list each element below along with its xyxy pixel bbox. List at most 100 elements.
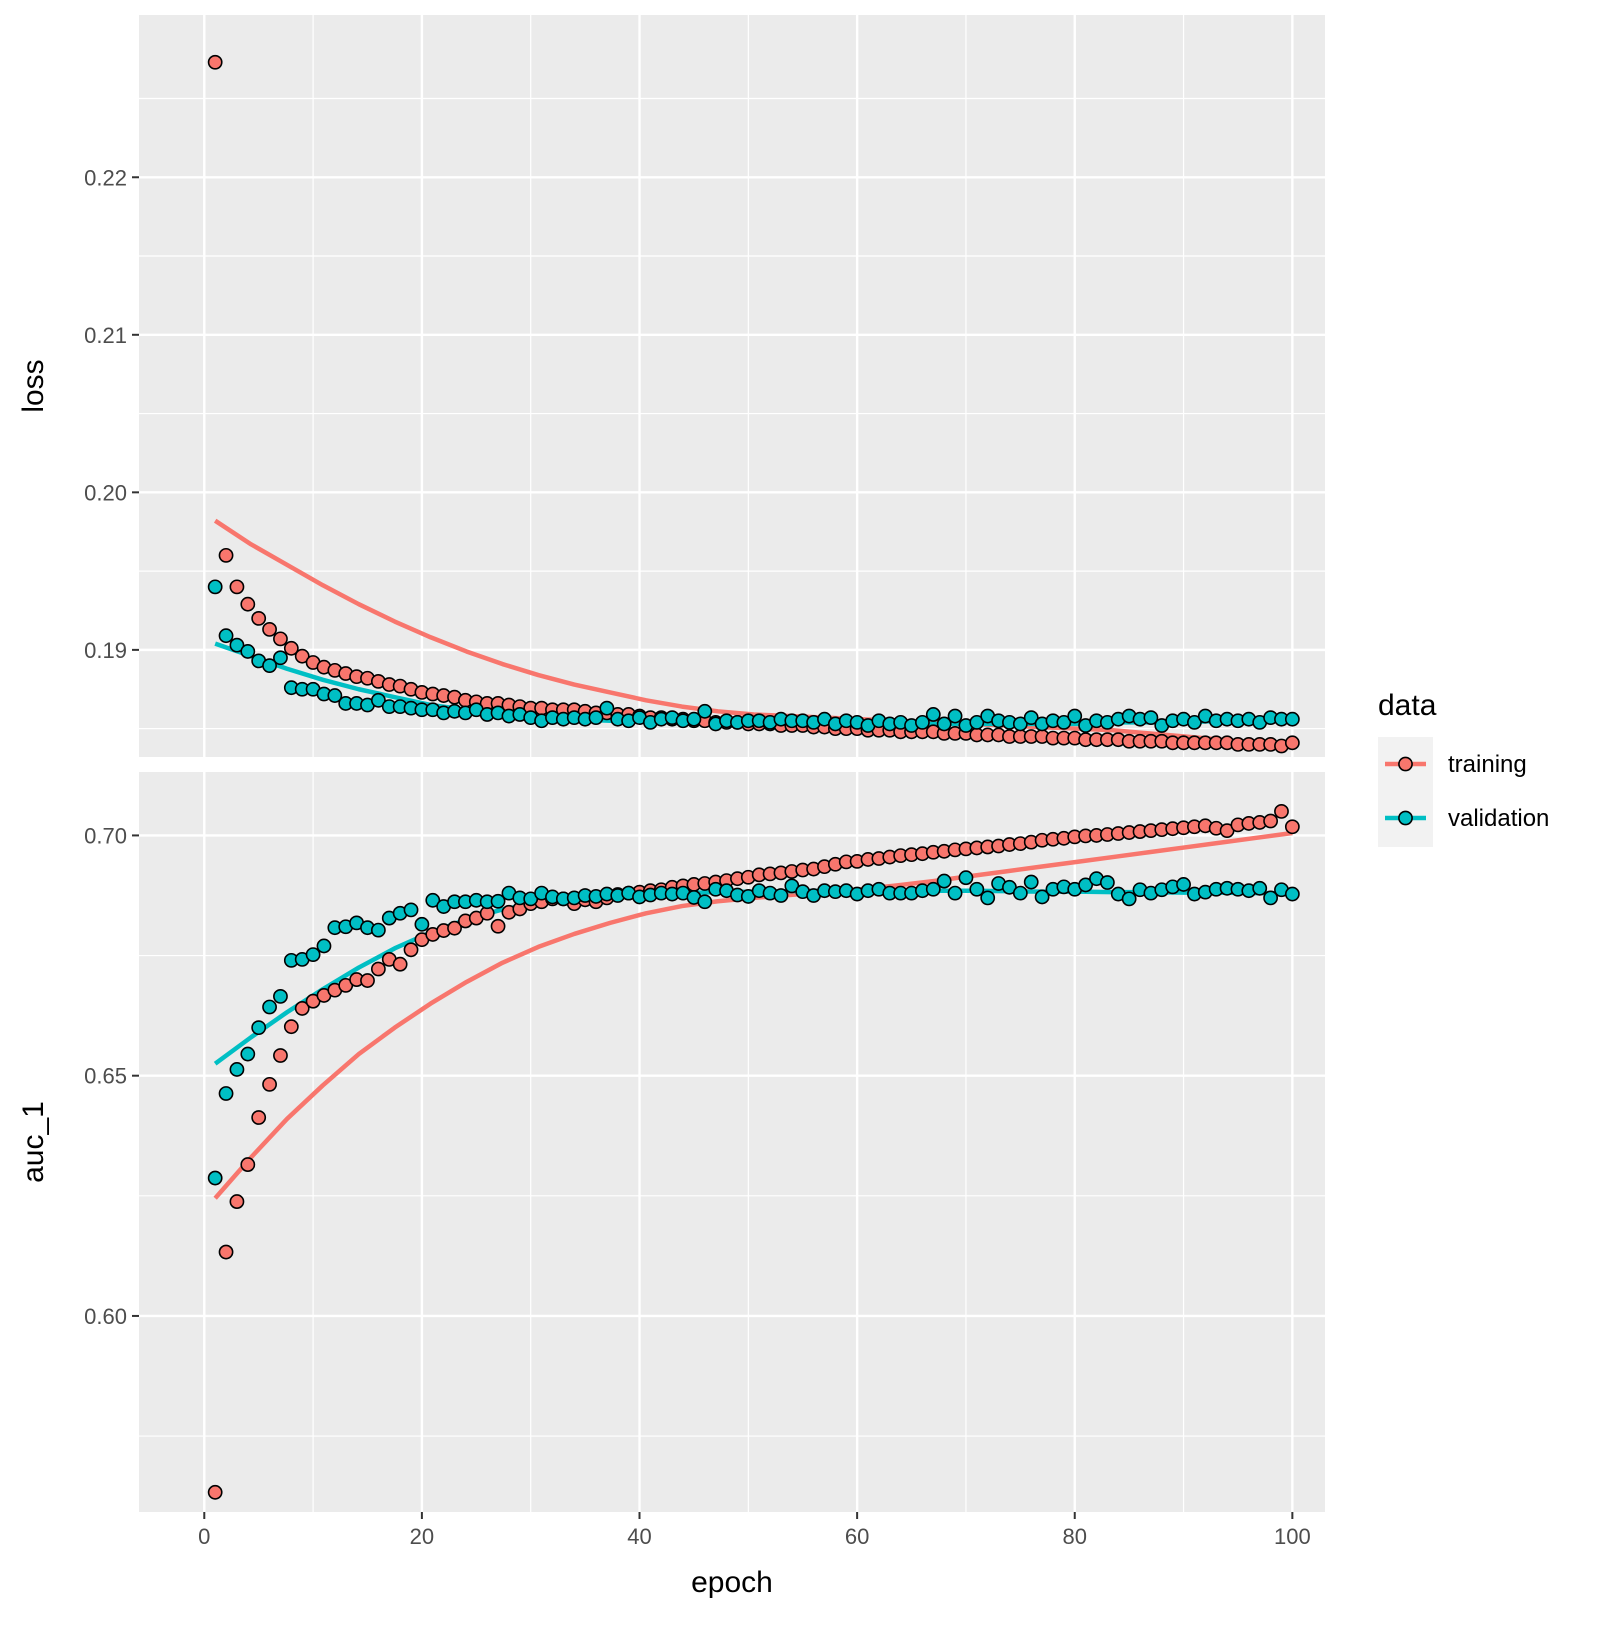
legend-point-training	[1398, 756, 1413, 772]
point-validation	[229, 637, 245, 653]
point-validation	[1187, 714, 1202, 730]
point-training	[370, 961, 386, 977]
point-validation	[1121, 891, 1137, 907]
points	[207, 54, 1300, 754]
point-validation	[1067, 708, 1083, 724]
point-validation	[1012, 885, 1028, 901]
x-axis-title: epoch	[691, 1566, 773, 1599]
legend-point-validation	[1398, 810, 1413, 826]
point-validation	[327, 688, 343, 703]
y-tick-label: 0.20	[84, 480, 127, 505]
point-validation	[773, 888, 789, 903]
point-validation	[218, 628, 234, 644]
point-training	[262, 1076, 277, 1092]
point-validation	[370, 692, 386, 708]
point-training	[360, 973, 375, 988]
point-training	[1284, 819, 1300, 835]
point-validation	[980, 890, 996, 906]
x-tick-label: 40	[627, 1524, 651, 1549]
point-validation	[305, 947, 321, 962]
point-validation	[936, 716, 952, 732]
point-validation	[262, 999, 277, 1015]
x-tick-label: 60	[845, 1524, 869, 1549]
point-training	[240, 596, 256, 612]
panels: 0.19 0.20 0.21 0.22 loss 0.60 0.65 0.70 auc_1	[17, 15, 1325, 1512]
point-training	[229, 1194, 245, 1209]
x-tick-label: 20	[410, 1524, 434, 1549]
points	[207, 804, 1300, 1500]
point-training	[403, 942, 419, 958]
panel-loss: 0.19 0.20 0.21 0.22 loss	[17, 15, 1325, 757]
point-training	[283, 1019, 299, 1035]
legend-label-validation: validation	[1448, 805, 1549, 832]
point-validation	[273, 989, 288, 1004]
point-validation	[1078, 877, 1094, 893]
x-tick-label: 100	[1274, 1524, 1311, 1549]
point-validation	[925, 881, 941, 897]
point-validation	[262, 658, 277, 674]
point-validation	[588, 710, 604, 726]
panel-auc_1: 0.60 0.65 0.70 auc_1	[17, 772, 1325, 1512]
point-validation	[947, 708, 963, 724]
point-validation	[697, 894, 713, 910]
panel-background	[139, 15, 1325, 757]
point-training	[218, 1244, 234, 1260]
point-validation	[1023, 710, 1039, 726]
x-axis: 0 20 40 60 80 100	[198, 1512, 1311, 1549]
point-validation	[273, 650, 288, 666]
point-validation	[240, 1046, 256, 1062]
point-training	[294, 1001, 310, 1016]
y-tick-label: 0.22	[84, 165, 127, 190]
point-validation	[1284, 886, 1300, 902]
point-training	[1284, 735, 1300, 751]
legend-title: data	[1378, 689, 1437, 722]
point-training	[251, 610, 267, 626]
point-validation	[403, 902, 419, 918]
point-validation	[686, 711, 702, 727]
point-training	[283, 640, 299, 656]
x-tick-label: 80	[1063, 1524, 1087, 1549]
y-tick-label: 0.19	[84, 638, 127, 663]
point-training	[273, 1048, 288, 1063]
legend-label-training: training	[1448, 751, 1527, 778]
point-validation	[1143, 710, 1159, 726]
point-validation	[697, 703, 713, 719]
point-validation	[915, 714, 930, 730]
point-training	[218, 547, 234, 563]
point-training	[490, 918, 506, 934]
point-validation	[969, 881, 985, 897]
point-validation	[1263, 890, 1278, 906]
point-training	[273, 631, 288, 647]
smooth-line-training	[213, 518, 1293, 750]
point-validation	[316, 938, 332, 954]
point-validation	[240, 644, 256, 659]
point-training	[207, 1484, 223, 1500]
point-validation	[1034, 889, 1050, 905]
point-validation	[370, 922, 386, 938]
point-training	[1274, 804, 1289, 819]
point-validation	[414, 916, 430, 932]
point-validation	[425, 892, 441, 908]
point-training	[1263, 813, 1278, 829]
y-tick-label: 0.70	[84, 823, 127, 848]
point-training	[392, 956, 408, 972]
point-training	[447, 920, 462, 936]
point-validation	[1056, 714, 1072, 730]
point-validation	[1099, 875, 1115, 890]
point-training	[251, 1110, 267, 1125]
point-training	[207, 54, 223, 70]
point-validation	[218, 1086, 234, 1101]
point-validation	[207, 1170, 223, 1186]
point-validation	[490, 893, 506, 909]
point-validation	[958, 870, 974, 886]
y-tick-label: 0.21	[84, 323, 127, 348]
point-validation	[207, 579, 223, 595]
y-axis-title: loss	[17, 359, 50, 412]
point-validation	[1284, 711, 1300, 727]
point-validation	[251, 1020, 267, 1036]
point-validation	[947, 885, 963, 901]
point-training	[262, 621, 277, 637]
point-validation	[1252, 880, 1268, 896]
y-axis-title: auc_1	[17, 1101, 50, 1183]
legend-items: training validation	[1385, 751, 1549, 832]
